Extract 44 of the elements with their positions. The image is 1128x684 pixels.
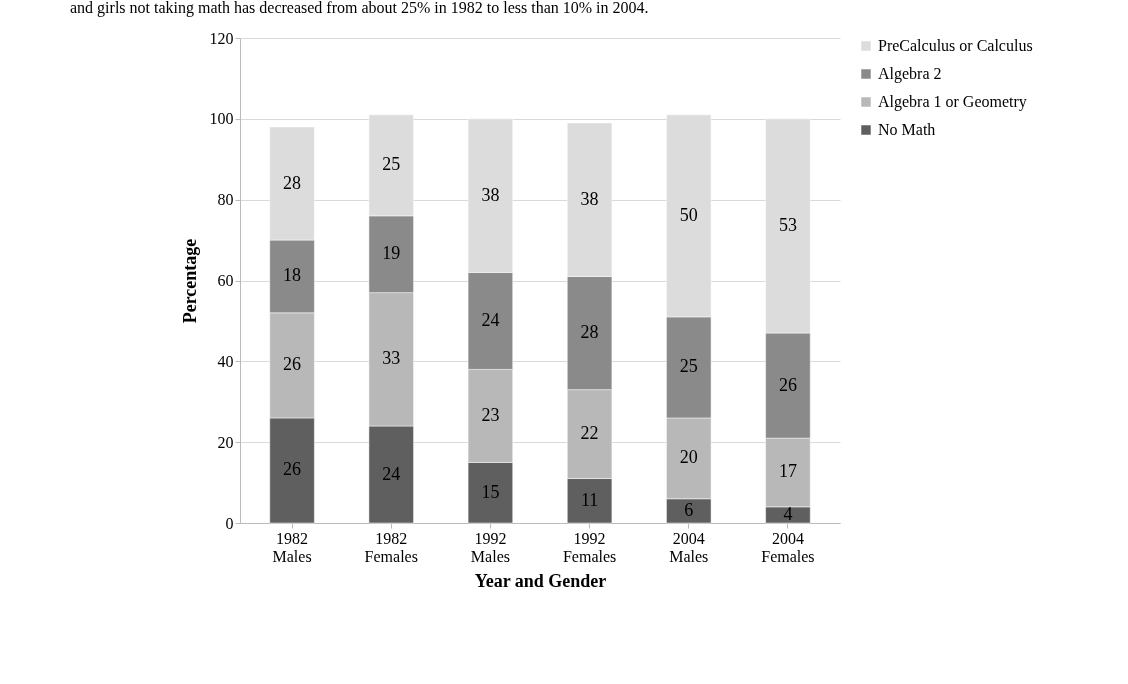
legend-label: PreCalculus or Calculus <box>878 37 1033 54</box>
data-label: 25 <box>679 356 698 377</box>
data-label: 50 <box>679 204 698 225</box>
data-label: 15 <box>481 481 500 502</box>
legend-label: No Math <box>878 121 936 138</box>
x-tick-label: 1982 Females <box>364 529 418 565</box>
data-label: 18 <box>283 265 302 286</box>
data-label: 28 <box>580 322 599 343</box>
x-tick-label: 1992 Males <box>470 529 510 565</box>
data-label: 17 <box>778 461 797 482</box>
data-label: 25 <box>382 154 401 175</box>
data-label: 6 <box>684 499 694 520</box>
legend-label: Algebra 1 or Geometry <box>878 93 1027 111</box>
data-label: 22 <box>580 423 599 444</box>
data-label: 11 <box>580 489 599 510</box>
data-label: 26 <box>778 374 797 395</box>
data-label: 33 <box>382 348 401 369</box>
data-label: 38 <box>580 188 599 209</box>
data-label: 20 <box>679 447 698 468</box>
data-label: 19 <box>382 243 401 264</box>
y-tick-label: 60 <box>217 272 234 289</box>
data-label: 26 <box>283 354 302 375</box>
data-label: 24 <box>382 463 401 484</box>
x-tick-label: 1982 Males <box>272 529 312 565</box>
y-tick-label: 120 <box>209 29 234 47</box>
y-axis-title: Percentage <box>179 238 200 324</box>
x-tick-label: 2004 Males <box>669 529 709 565</box>
data-label: 38 <box>481 184 500 205</box>
y-tick-label: 0 <box>225 514 234 532</box>
y-tick-label: 20 <box>217 433 234 451</box>
legend-label: Algebra 2 <box>878 65 942 83</box>
x-tick-label: 2004 Females <box>761 529 815 565</box>
y-tick-label: 80 <box>217 191 234 209</box>
data-label: 23 <box>481 404 500 425</box>
y-tick-label: 100 <box>209 110 234 128</box>
data-label: 53 <box>778 214 797 235</box>
data-label: 24 <box>481 309 500 330</box>
text: and girls not taking math has decreased from about 25% in 1982 to less than 10% in 2004. <box>70 0 649 17</box>
x-tick-label: 1992 Females <box>562 529 617 565</box>
data-label: 26 <box>283 459 302 480</box>
y-tick-label: 40 <box>217 352 234 370</box>
x-axis-title: Year and Gender <box>474 570 607 591</box>
data-label: 4 <box>783 503 793 524</box>
data-label: 28 <box>283 172 302 193</box>
